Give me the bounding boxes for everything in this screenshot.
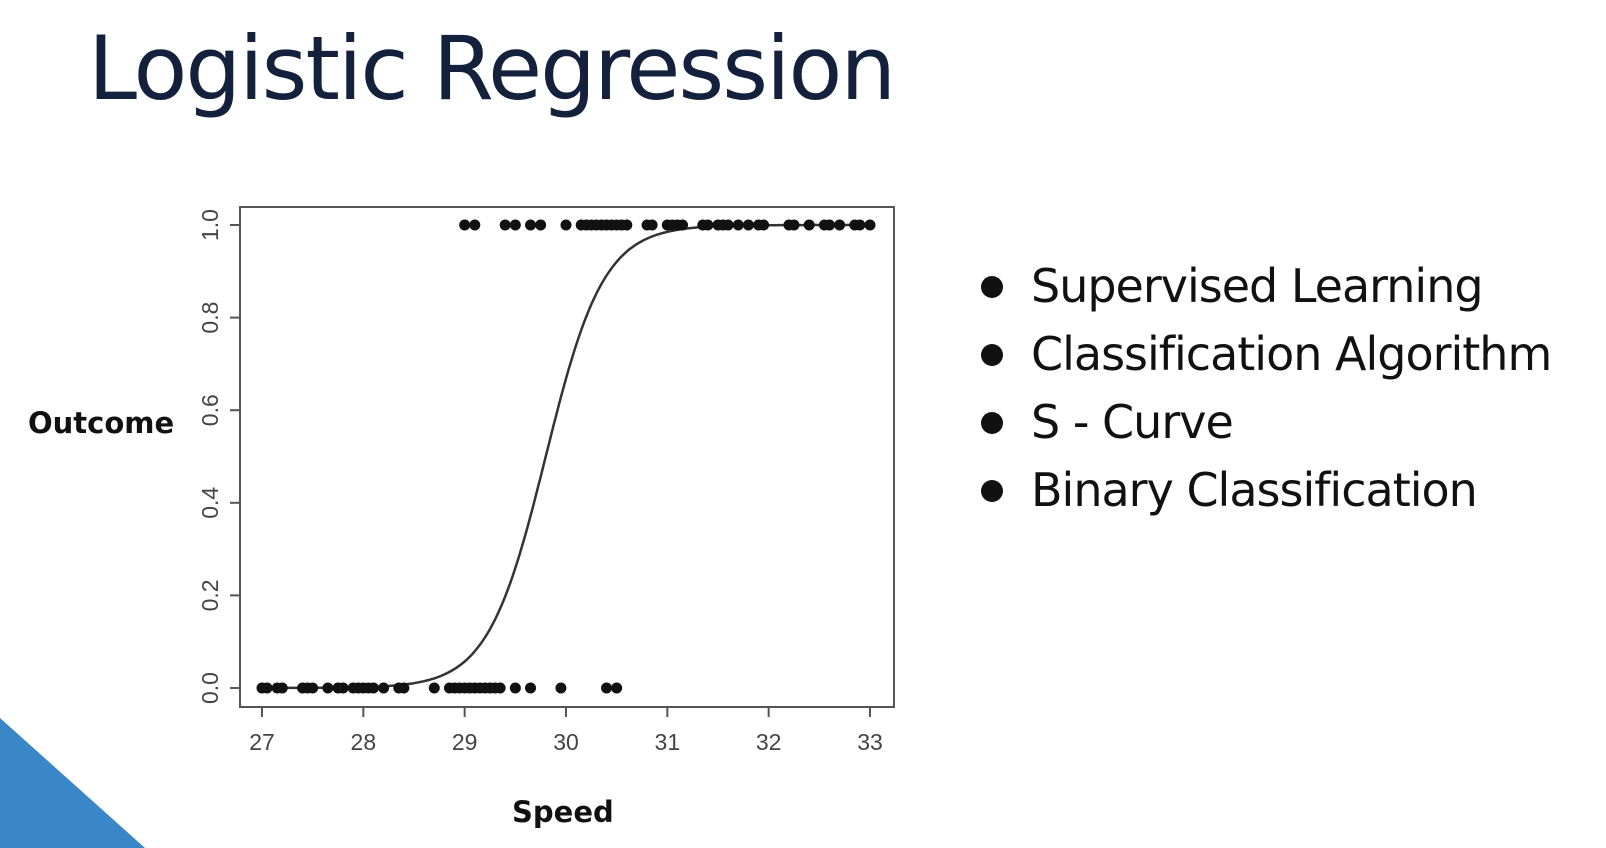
data-point [702, 219, 714, 231]
y-tick-label: 0.2 [197, 579, 223, 611]
data-point [509, 219, 521, 231]
bullet-item: S - Curve [975, 388, 1551, 456]
x-axis-label: Speed [512, 795, 614, 829]
y-tick-label: 1.0 [197, 209, 223, 241]
data-point [803, 219, 815, 231]
y-tick-label: 0.6 [197, 394, 223, 426]
data-point [337, 682, 349, 694]
y-tick-label: 0.8 [197, 302, 223, 334]
data-point [555, 682, 567, 694]
data-point [509, 682, 521, 694]
data-point [732, 219, 744, 231]
data-point [499, 219, 511, 231]
x-tick-label: 31 [655, 729, 681, 755]
data-point [621, 219, 633, 231]
data-point [428, 682, 440, 694]
x-tick-label: 32 [756, 729, 782, 755]
plot-frame [239, 206, 895, 708]
data-point [742, 219, 754, 231]
y-axis-label: Outcome [28, 406, 175, 440]
y-tick-label: 0.4 [197, 487, 223, 519]
y-ticks: 0.0 0.2 0.4 0.6 0.8 1.0 [197, 209, 240, 704]
corner-accent-shape [0, 718, 145, 848]
bullet-dot-icon [981, 276, 1003, 298]
x-tick-label: 30 [553, 729, 579, 755]
data-point [276, 682, 288, 694]
data-point [758, 219, 770, 231]
x-ticks: 27 28 29 30 31 32 33 [249, 707, 883, 755]
data-point [646, 219, 658, 231]
bullet-item: Binary Classification [975, 456, 1551, 524]
data-point [322, 682, 334, 694]
data-point [535, 219, 547, 231]
data-point [494, 682, 506, 694]
logistic-curve [262, 223, 870, 690]
data-point [398, 682, 410, 694]
data-point [469, 219, 481, 231]
x-tick-label: 29 [452, 729, 478, 755]
data-point [307, 682, 319, 694]
data-point [261, 682, 273, 694]
data-point [601, 682, 613, 694]
bullet-dot-icon [981, 344, 1003, 366]
data-point [854, 219, 866, 231]
data-point [864, 219, 876, 231]
data-point [788, 219, 800, 231]
data-point [823, 219, 835, 231]
data-point [611, 682, 623, 694]
bullet-item: Classification Algorithm [975, 320, 1552, 388]
data-point [677, 219, 689, 231]
data-point [459, 219, 471, 231]
data-point [560, 219, 572, 231]
data-point [378, 682, 390, 694]
data-point [367, 682, 379, 694]
y-tick-label: 0.0 [197, 672, 223, 704]
bullet-item: Supervised Learning [975, 252, 1551, 320]
x-tick-label: 28 [351, 729, 377, 755]
bullet-dot-icon [981, 480, 1003, 502]
x-tick-label: 27 [249, 729, 275, 755]
bullet-dot-icon [981, 412, 1003, 434]
data-point [722, 219, 734, 231]
bullet-list: Supervised Learning Classification Algor… [975, 252, 1552, 524]
data-point [525, 682, 537, 694]
data-points [256, 219, 876, 694]
data-point [834, 219, 846, 231]
slide-title: Logistic Regression [88, 17, 896, 120]
x-tick-label: 33 [857, 729, 883, 755]
data-point [525, 219, 537, 231]
